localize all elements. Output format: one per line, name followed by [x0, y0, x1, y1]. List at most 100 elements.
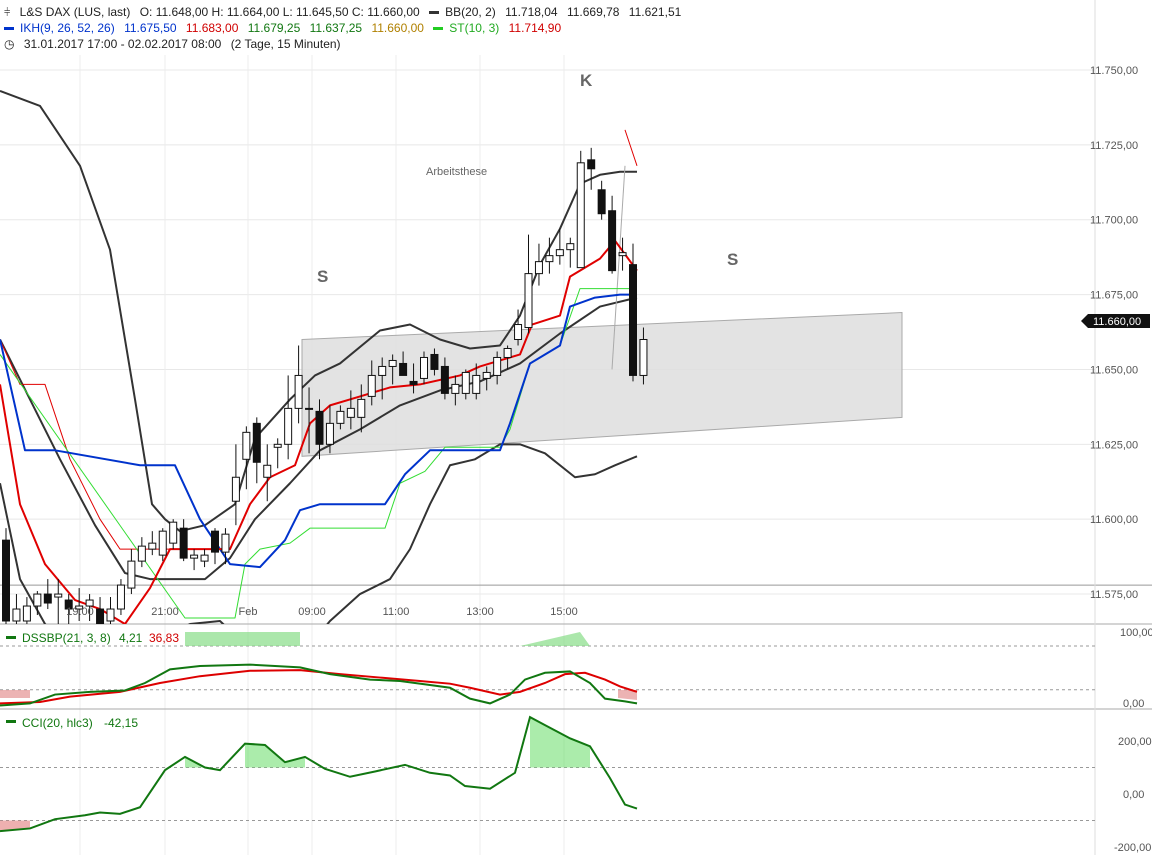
candle-body [64, 599, 73, 610]
candle-body [96, 608, 105, 624]
candle-body [378, 365, 387, 376]
ikh-kijun-line [0, 293, 637, 569]
candle-body [43, 593, 52, 604]
candle-body [33, 593, 42, 607]
bb-label: BB(20, 2) [445, 5, 496, 19]
bb-lower-line [0, 443, 638, 624]
cci-fill [245, 743, 305, 768]
dssbp-oversold-fill [618, 690, 637, 700]
bb-upper-line [0, 90, 637, 533]
candle-body [284, 407, 293, 445]
candle-body [263, 464, 272, 478]
ikh-value-2: 11.683,00 [185, 21, 239, 35]
candle-body [211, 530, 219, 553]
candle-body [639, 339, 648, 376]
kumo-red-line [624, 129, 638, 166]
instrument-label: L&S DAX (LUS, last) [19, 5, 131, 19]
ikh-value-5: 11.660,00 [371, 21, 424, 35]
candle-body [273, 443, 282, 448]
candle-body [325, 422, 334, 445]
ikh-value-3: 11.679,25 [247, 21, 301, 35]
candle-body [587, 159, 596, 170]
legend-row-3: ◷ 31.01.2017 17:00 - 02.02.2017 08:00 (2… [4, 36, 347, 52]
period-label: (2 Tage, 15 Minuten) [230, 37, 341, 51]
cci-ytick-200: 200,00 [1118, 736, 1152, 748]
candle-body [461, 371, 470, 394]
y-axis-labels: 11.750,00 11.725,00 11.700,00 11.675,00 11.6… [1090, 65, 1138, 601]
bars-icon: ⫩ [4, 7, 11, 19]
dssbp-signal-line [0, 669, 638, 705]
dssbp-ytick-100: 100,00 [1120, 627, 1152, 639]
candle-body [524, 273, 533, 329]
x-tick-label: 13:00 [466, 606, 494, 618]
cci-legend: CCI(20, hlc3) -42,15 [6, 716, 138, 730]
candle-body [440, 365, 449, 394]
candle-body [2, 539, 10, 622]
candle-body [503, 347, 512, 358]
dssbp-ytick-0: 0,00 [1123, 698, 1144, 710]
ikh-value-1: 11.675,50 [124, 21, 177, 35]
candle-body [106, 608, 115, 622]
x-axis-labels: 19:00 21:00 Feb 09:00 11:00 13:00 15:00 [66, 606, 578, 618]
legend-row-1: ⫩ L&S DAX (LUS, last) O: 11.648,00 H: 11… [4, 4, 687, 20]
ohlc-values: O: 11.648,00 H: 11.664,00 L: 11.645,50 C… [139, 5, 420, 19]
candle-body [566, 243, 575, 251]
candle-body [169, 521, 178, 544]
candle-body [179, 527, 188, 559]
ikh-swatch [4, 27, 14, 31]
candle-body [576, 162, 585, 269]
candle-body [409, 380, 418, 385]
y-tick-label: 11.725,00 [1090, 140, 1138, 152]
candle-body [221, 533, 230, 553]
candle-body [54, 593, 63, 598]
candle-body [190, 554, 199, 559]
last-price-tag: 11.660,00 [1081, 314, 1150, 328]
candle-body [388, 359, 397, 367]
bb-swatch [429, 11, 440, 15]
candle-body [336, 410, 345, 424]
x-tick-label: 11:00 [383, 606, 410, 618]
candle-body [22, 605, 31, 622]
candle-body [399, 362, 408, 376]
x-tick-label: 09:00 [298, 606, 326, 618]
candle-body [231, 476, 240, 502]
st-label: ST(10, 3) [449, 21, 500, 35]
kumo-grey-line [611, 165, 626, 370]
candle-body [430, 353, 439, 370]
annotation-k: K [580, 71, 593, 90]
y-tick-label: 11.575,00 [1090, 589, 1138, 601]
dssbp-overbought-fill [185, 632, 300, 646]
annotation-s-right: S [727, 250, 738, 269]
candle-body [305, 407, 314, 410]
candle-body [629, 264, 637, 376]
trend-channel [301, 312, 903, 457]
bb-lower-value: 11.621,51 [628, 5, 682, 19]
y-tick-label: 11.625,00 [1090, 439, 1138, 451]
candle-body [420, 356, 428, 379]
candle-body [200, 554, 209, 562]
dssbp-value-1: 4,21 [119, 631, 143, 645]
y-tick-label: 11.600,00 [1090, 514, 1138, 526]
cci-value: -42,15 [104, 716, 138, 730]
st-swatch [433, 27, 444, 31]
cci-ytick-minus200: -200,00 [1114, 842, 1151, 854]
candle-body [555, 249, 564, 257]
cci-panel [0, 715, 1095, 833]
candle-body [482, 371, 491, 379]
candle-body [252, 422, 261, 463]
dssbp-overbought-fill [520, 632, 590, 646]
bb-upper-value: 11.718,04 [505, 5, 558, 19]
candle-body [608, 210, 617, 272]
annotation-arbeitsthese: Arbeitsthese [426, 166, 487, 178]
ikh-label: IKH(9, 26, 52, 26) [20, 21, 115, 35]
legend-row-2: IKH(9, 26, 52, 26) 11.675,50 11.683,00 1… [4, 20, 567, 36]
candle-body [357, 398, 366, 418]
y-tick-label: 11.750,00 [1090, 65, 1138, 77]
dssbp-main-line [0, 663, 638, 707]
candle-body [597, 189, 606, 215]
date-range: 31.01.2017 17:00 - 02.02.2017 08:00 [23, 37, 222, 51]
dssbp-label: DSSBP(21, 3, 8) [22, 631, 111, 645]
cci-fill [530, 717, 590, 768]
ikh-value-4: 11.637,25 [309, 21, 363, 35]
